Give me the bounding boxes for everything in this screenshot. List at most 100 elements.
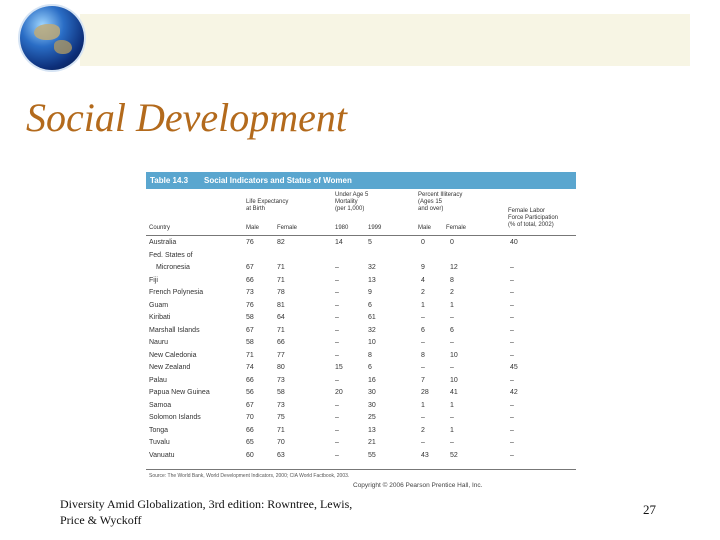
- table-row: New Zealand 74 80 15 6 – – 45: [146, 362, 576, 374]
- table-row: Marshall Islands 67 71 – 32 6 6 –: [146, 325, 576, 337]
- cell-country: Nauru: [149, 339, 169, 346]
- table-row: Guam 76 81 – 6 1 1 –: [146, 300, 576, 312]
- cell-le-f: 71: [277, 426, 285, 434]
- cell-country: Marshall Islands: [149, 326, 200, 334]
- cell-m1980: –: [335, 439, 339, 446]
- cell-le-m: 56: [246, 389, 254, 396]
- table-header-bar: Table 14.3 Social Indicators and Status …: [146, 172, 576, 189]
- table-row: Vanuatu 60 63 – 55 43 52 –: [146, 450, 576, 462]
- cell-le-m: 66: [246, 426, 254, 434]
- cell-labor: –: [510, 401, 514, 409]
- cell-country: Fed. States of: [149, 251, 193, 259]
- cell-le-m: 67: [246, 264, 254, 271]
- cell-il-f: 8: [450, 276, 454, 284]
- country-column-header: Country: [149, 225, 171, 231]
- cell-m1980: –: [335, 326, 339, 334]
- cell-le-f: 80: [277, 364, 285, 371]
- cell-country: Fiji: [149, 276, 158, 284]
- table-number: Table 14.3: [150, 176, 189, 185]
- cell-le-f: 71: [277, 326, 285, 334]
- cell-m1999: 9: [368, 289, 372, 296]
- cell-country: Tuvalu: [149, 439, 170, 446]
- cell-m1980: –: [335, 351, 339, 359]
- cell-il-f: 1: [450, 301, 454, 309]
- cell-m1980: –: [335, 314, 339, 321]
- cell-labor: –: [510, 451, 514, 459]
- slide-title: Social Development: [26, 95, 347, 140]
- cell-il-f: –: [450, 439, 454, 446]
- cell-le-m: 58: [246, 339, 254, 346]
- header-line: and over): [418, 206, 444, 212]
- header-line: Life Expectancy: [246, 199, 289, 205]
- slide-footer: Diversity Amid Globalization, 3rd editio…: [60, 497, 353, 527]
- table-row: Samoa 67 73 – 30 1 1 –: [146, 400, 576, 412]
- cell-le-f: 64: [277, 314, 285, 321]
- le-male-header: Male: [246, 225, 260, 231]
- cell-le-m: 73: [246, 289, 254, 296]
- cell-il-m: –: [421, 414, 425, 421]
- cell-le-m: 76: [246, 301, 254, 309]
- cell-country: Solomon Islands: [149, 414, 201, 421]
- cell-m1999: 32: [368, 264, 376, 271]
- table-row: Tonga 66 71 – 13 2 1 –: [146, 425, 576, 437]
- cell-m1980: –: [335, 401, 339, 409]
- table-bottom-rule: [146, 469, 576, 470]
- globe-icon: [20, 6, 84, 70]
- cell-labor: –: [510, 314, 514, 321]
- cell-le-f: 71: [277, 276, 285, 284]
- cell-m1980: –: [335, 264, 339, 271]
- cell-m1980: –: [335, 426, 339, 434]
- cell-m1980: 14: [335, 239, 343, 246]
- cell-il-m: 7: [421, 376, 425, 384]
- cell-le-f: 71: [277, 264, 285, 271]
- le-female-header: Female: [277, 225, 298, 231]
- header-line: (% of total, 2002): [508, 222, 554, 228]
- cell-m1980: –: [335, 414, 339, 421]
- header-line: (Ages 15: [418, 199, 443, 205]
- cell-il-m: –: [421, 339, 425, 346]
- cell-il-f: 1: [450, 401, 454, 409]
- cell-country: Vanuatu: [149, 451, 175, 459]
- table-row: Palau 66 73 – 16 7 10 –: [146, 375, 576, 387]
- table-row: Fed. States of: [146, 250, 576, 262]
- cell-il-m: 6: [421, 326, 425, 334]
- cell-il-m: 1: [421, 401, 425, 409]
- data-table: Table 14.3 Social Indicators and Status …: [146, 172, 576, 492]
- cell-country: Australia: [149, 239, 177, 246]
- cell-labor: –: [510, 439, 514, 446]
- table-row: Australia 76 82 14 5 0 0 40: [146, 237, 576, 249]
- cell-country: Palau: [149, 376, 167, 384]
- cell-country: New Zealand: [149, 364, 191, 371]
- cell-m1999: 6: [368, 301, 372, 309]
- cell-labor: –: [510, 351, 514, 359]
- cell-le-f: 82: [277, 239, 285, 246]
- table-row: Tuvalu 65 70 – 21 – – –: [146, 437, 576, 449]
- header-line: Mortality: [335, 199, 358, 205]
- cell-labor: –: [510, 289, 514, 296]
- cell-le-m: 66: [246, 276, 254, 284]
- cell-le-m: 76: [246, 239, 254, 246]
- cell-m1999: 30: [368, 389, 376, 396]
- table-row: Papua New Guinea 56 58 20 30 28 41 42: [146, 387, 576, 399]
- cell-le-f: 58: [277, 389, 285, 396]
- header-line: Percent Illiteracy: [418, 192, 463, 198]
- cell-le-m: 67: [246, 401, 254, 409]
- life-expectancy-header: Life Expectancy at Birth: [246, 199, 288, 213]
- cell-il-f: –: [450, 364, 454, 371]
- cell-le-f: 73: [277, 401, 285, 409]
- cell-le-m: 60: [246, 451, 254, 459]
- cell-m1980: –: [335, 289, 339, 296]
- cell-il-m: 28: [421, 389, 429, 396]
- cell-country: Kiribati: [149, 314, 171, 321]
- cell-labor: 42: [510, 389, 518, 396]
- cell-le-f: 73: [277, 376, 285, 384]
- cell-il-f: 2: [450, 289, 454, 296]
- cell-m1999: 10: [368, 339, 376, 346]
- cell-m1980: –: [335, 339, 339, 346]
- cell-le-m: 71: [246, 351, 254, 359]
- cell-il-f: 41: [450, 389, 458, 396]
- cell-il-f: 12: [450, 264, 458, 271]
- cell-labor: 40: [510, 239, 518, 246]
- cell-country: New Caledonia: [149, 351, 197, 359]
- cell-m1980: 20: [335, 389, 343, 396]
